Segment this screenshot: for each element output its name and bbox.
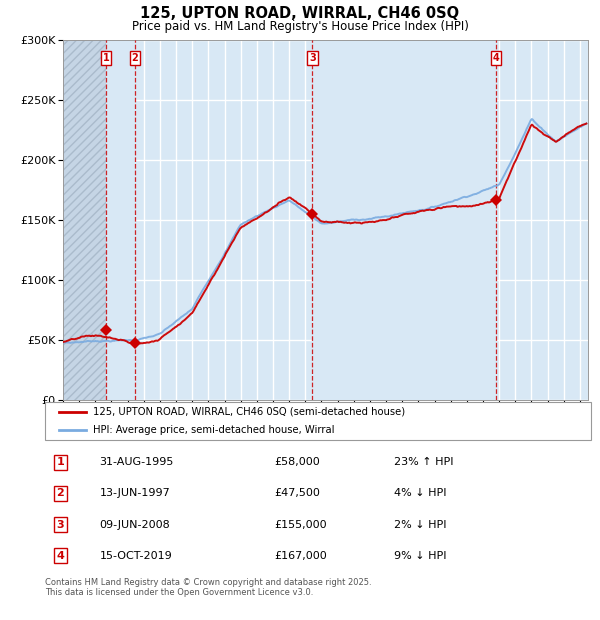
Text: 9% ↓ HPI: 9% ↓ HPI: [394, 551, 447, 561]
Text: 2: 2: [56, 489, 64, 498]
Text: 125, UPTON ROAD, WIRRAL, CH46 0SQ (semi-detached house): 125, UPTON ROAD, WIRRAL, CH46 0SQ (semi-…: [93, 407, 405, 417]
Text: 4% ↓ HPI: 4% ↓ HPI: [394, 489, 447, 498]
Text: Contains HM Land Registry data © Crown copyright and database right 2025.
This d: Contains HM Land Registry data © Crown c…: [45, 578, 371, 597]
Text: £155,000: £155,000: [274, 520, 327, 529]
Bar: [106, 40, 135, 400]
Text: 15-OCT-2019: 15-OCT-2019: [100, 551, 172, 561]
Text: 125, UPTON ROAD, WIRRAL, CH46 0SQ: 125, UPTON ROAD, WIRRAL, CH46 0SQ: [140, 6, 460, 21]
Text: 13-JUN-1997: 13-JUN-1997: [100, 489, 170, 498]
Text: 4: 4: [56, 551, 64, 561]
Text: £58,000: £58,000: [274, 457, 320, 467]
Text: 23% ↑ HPI: 23% ↑ HPI: [394, 457, 454, 467]
Text: £167,000: £167,000: [274, 551, 327, 561]
Text: HPI: Average price, semi-detached house, Wirral: HPI: Average price, semi-detached house,…: [93, 425, 335, 435]
Text: 2: 2: [131, 53, 138, 63]
Text: 4: 4: [493, 53, 499, 63]
Bar: [63, 40, 106, 400]
Text: 09-JUN-2008: 09-JUN-2008: [100, 520, 170, 529]
Text: 1: 1: [103, 53, 110, 63]
Text: 2% ↓ HPI: 2% ↓ HPI: [394, 520, 447, 529]
Text: 3: 3: [309, 53, 316, 63]
Text: Price paid vs. HM Land Registry's House Price Index (HPI): Price paid vs. HM Land Registry's House …: [131, 20, 469, 33]
Text: 1: 1: [56, 457, 64, 467]
Text: £47,500: £47,500: [274, 489, 320, 498]
Text: 3: 3: [56, 520, 64, 529]
Text: 31-AUG-1995: 31-AUG-1995: [100, 457, 174, 467]
Bar: [313, 40, 496, 400]
